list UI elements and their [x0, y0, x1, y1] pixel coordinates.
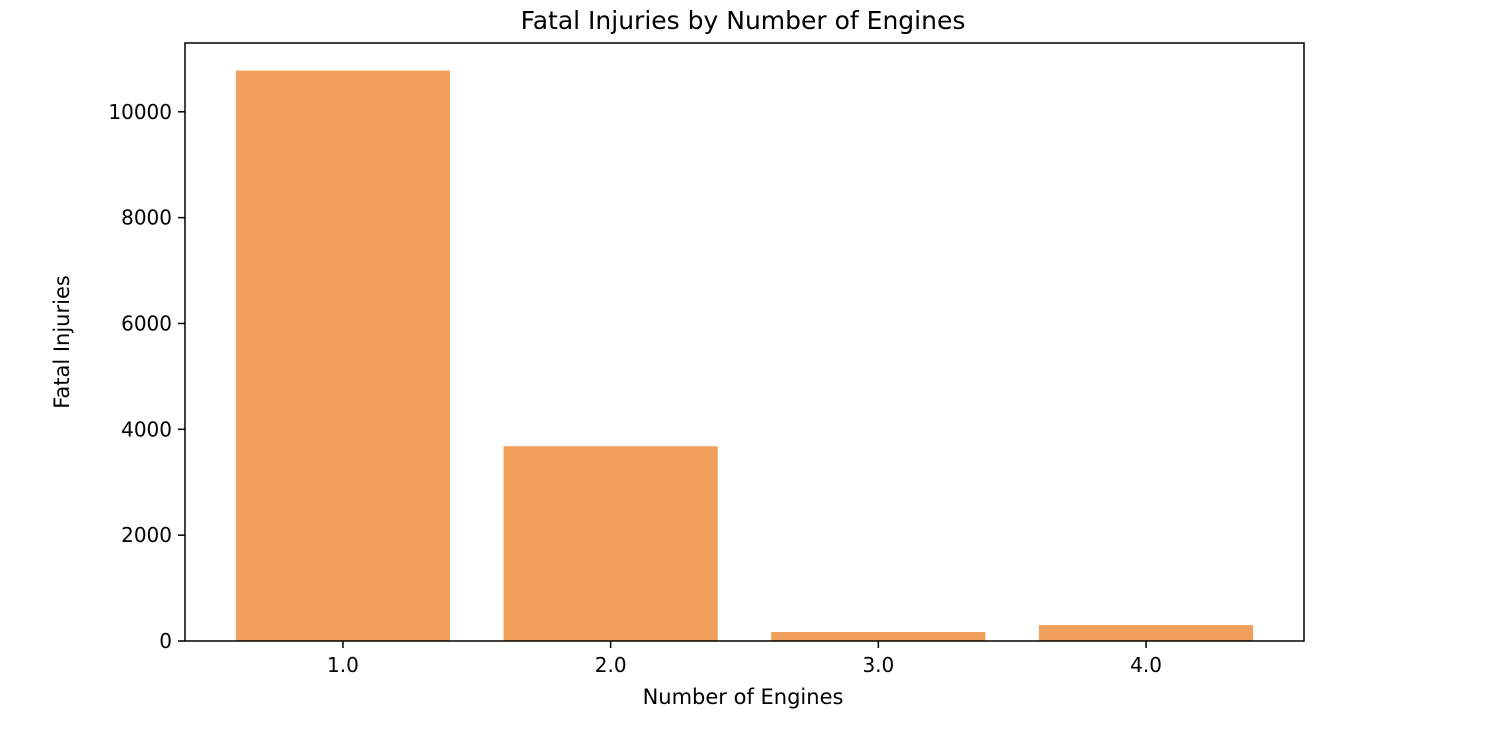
- x-tick-label: 2.0: [595, 653, 627, 677]
- y-tick-label: 0: [159, 629, 172, 653]
- chart-title: Fatal Injuries by Number of Engines: [521, 6, 966, 35]
- x-tick-label: 1.0: [327, 653, 359, 677]
- y-axis: 0 2000 4000 6000 8000 10000: [108, 100, 185, 653]
- bar-4.0: [1038, 625, 1254, 641]
- bar-2.0: [503, 446, 718, 641]
- y-tick-label: 2000: [121, 523, 172, 547]
- bar-3.0: [771, 632, 986, 641]
- x-tick-label: 4.0: [1130, 653, 1162, 677]
- y-axis-title: Fatal Injuries: [50, 275, 74, 409]
- x-axis: 1.0 2.0 3.0 4.0: [327, 641, 1162, 677]
- plot-frame: [184, 42, 1305, 642]
- y-tick-label: 8000: [121, 206, 172, 230]
- bars-layer: [235, 70, 1254, 642]
- bar-1.0: [235, 70, 451, 642]
- y-tick-label: 6000: [121, 311, 172, 335]
- x-tick-label: 3.0: [862, 653, 894, 677]
- x-axis-title: Number of Engines: [643, 685, 844, 709]
- y-tick-label: 4000: [121, 417, 172, 441]
- y-tick-label: 10000: [108, 100, 172, 124]
